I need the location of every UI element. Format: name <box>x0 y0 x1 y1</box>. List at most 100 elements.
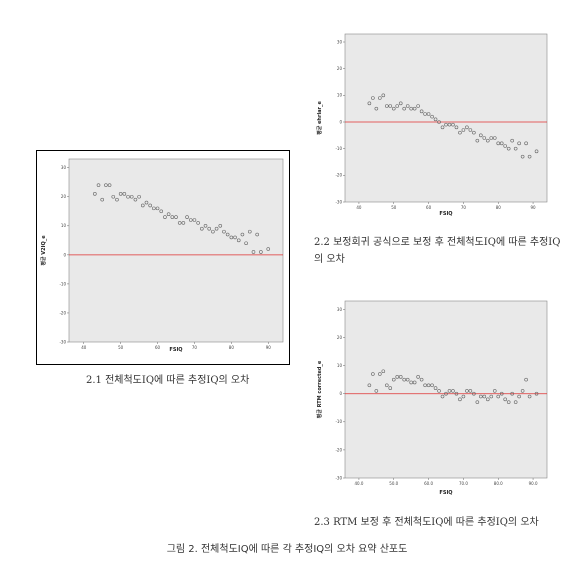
y-tick-label: 0 <box>63 252 66 257</box>
data-point <box>451 389 455 393</box>
y-tick-label: -10 <box>335 146 342 151</box>
data-point <box>496 141 501 146</box>
y-tick-label: -30 <box>335 475 342 480</box>
data-point <box>207 226 212 231</box>
data-point <box>96 183 101 187</box>
data-point <box>524 141 528 146</box>
data-point <box>527 394 532 399</box>
data-point <box>485 397 490 402</box>
data-point <box>203 224 208 228</box>
x-axis-label: FSIQ <box>439 211 452 217</box>
x-tick-label: 60 <box>155 345 161 350</box>
data-point <box>440 394 445 399</box>
data-point <box>166 212 171 216</box>
data-point <box>412 380 417 385</box>
data-point <box>247 229 252 234</box>
data-point <box>391 106 396 111</box>
data-point <box>430 114 434 119</box>
data-point <box>384 383 389 388</box>
x-axis-label: FSIQ <box>439 490 452 496</box>
data-point <box>437 120 441 124</box>
scatter-chart-1: -30 -20 -10 0 10 20 30 40 50 60 70 80 90 FSIQ 평균 V2IQ_… <box>40 158 284 353</box>
data-point <box>391 377 396 382</box>
y-tick-label: 10 <box>337 363 343 368</box>
data-point <box>468 128 473 132</box>
y-tick-label: 30 <box>61 165 67 170</box>
data-point <box>499 391 504 396</box>
data-point <box>196 221 200 225</box>
y-axis-label: 평균 V2IQ_e <box>40 235 47 266</box>
data-point <box>381 93 386 98</box>
data-point <box>126 194 130 199</box>
data-point <box>118 192 123 196</box>
data-point <box>454 391 459 396</box>
data-point <box>517 141 521 146</box>
chart-caption-3: 2.3 RTM 보정 후 전체척도IQ에 따른 추정IQ의 오차 <box>314 517 539 528</box>
chart-panel-2-frame: -30 -20 -10 0 10 20 30 40 50 60 70 80 90 FSIQ 평균 ehrla… <box>313 28 553 223</box>
x-tick-label: 70 <box>192 345 198 350</box>
data-point <box>214 226 219 231</box>
y-tick-label: 20 <box>337 335 343 340</box>
data-point <box>148 203 152 208</box>
data-point <box>381 369 386 374</box>
data-point <box>384 104 389 108</box>
x-tick-label: 40 <box>81 345 87 350</box>
data-point <box>200 226 204 231</box>
data-point <box>266 247 271 251</box>
data-point <box>437 389 441 393</box>
y-tick-label: 30 <box>337 307 343 312</box>
data-point <box>534 391 539 396</box>
data-point <box>465 125 469 130</box>
data-point <box>461 394 466 399</box>
chart-panel-3-frame: -30 -20 -10 0 10 20 30 40.0 50.0 60.0 70.0 80.0 90.0… <box>313 295 553 505</box>
data-point <box>374 389 379 393</box>
data-point <box>517 394 521 399</box>
data-point <box>426 383 431 388</box>
data-point <box>133 197 138 202</box>
data-point <box>527 154 532 159</box>
y-tick-label: 10 <box>337 93 343 98</box>
data-point <box>405 104 410 108</box>
x-tick-label: 50 <box>391 205 397 210</box>
x-tick-label: 40 <box>356 205 362 210</box>
data-point <box>412 106 417 111</box>
data-point <box>447 389 452 393</box>
data-point <box>458 397 462 402</box>
data-point <box>93 192 97 196</box>
scatter-chart-2: -30 -20 -10 0 10 20 30 40 50 60 70 80 90 FSIQ 평균 ehrla… <box>316 33 548 217</box>
y-tick-label: -30 <box>335 199 342 204</box>
x-tick-label: 50.0 <box>389 481 398 486</box>
data-point <box>524 377 528 382</box>
data-point <box>426 112 431 116</box>
data-point <box>388 104 393 108</box>
data-point <box>503 397 508 402</box>
plot-area <box>344 300 548 479</box>
data-point <box>155 206 160 211</box>
data-point <box>177 221 182 225</box>
y-axis-label: 평균 RTM corrected_e <box>316 360 323 418</box>
data-point <box>416 375 420 379</box>
x-tick-label: 50 <box>118 345 124 350</box>
data-point <box>451 122 455 127</box>
data-point <box>499 141 504 146</box>
data-point <box>211 229 215 234</box>
data-point <box>185 215 189 219</box>
data-point <box>240 232 245 237</box>
x-tick-label: 70.0 <box>459 481 468 486</box>
data-point <box>218 224 223 228</box>
data-point <box>444 391 448 396</box>
x-tick-label: 60 <box>426 205 432 210</box>
data-point <box>137 194 141 199</box>
data-point <box>465 389 469 393</box>
data-point <box>419 109 424 114</box>
data-point <box>104 183 108 187</box>
y-tick-label: 10 <box>61 223 67 228</box>
data-point <box>107 183 112 187</box>
data-point <box>163 215 167 219</box>
y-tick-label: 20 <box>61 194 67 199</box>
data-point <box>475 138 480 143</box>
data-point <box>472 130 476 135</box>
data-point <box>468 389 473 393</box>
data-point <box>423 112 427 116</box>
y-tick-label: -20 <box>335 173 342 178</box>
